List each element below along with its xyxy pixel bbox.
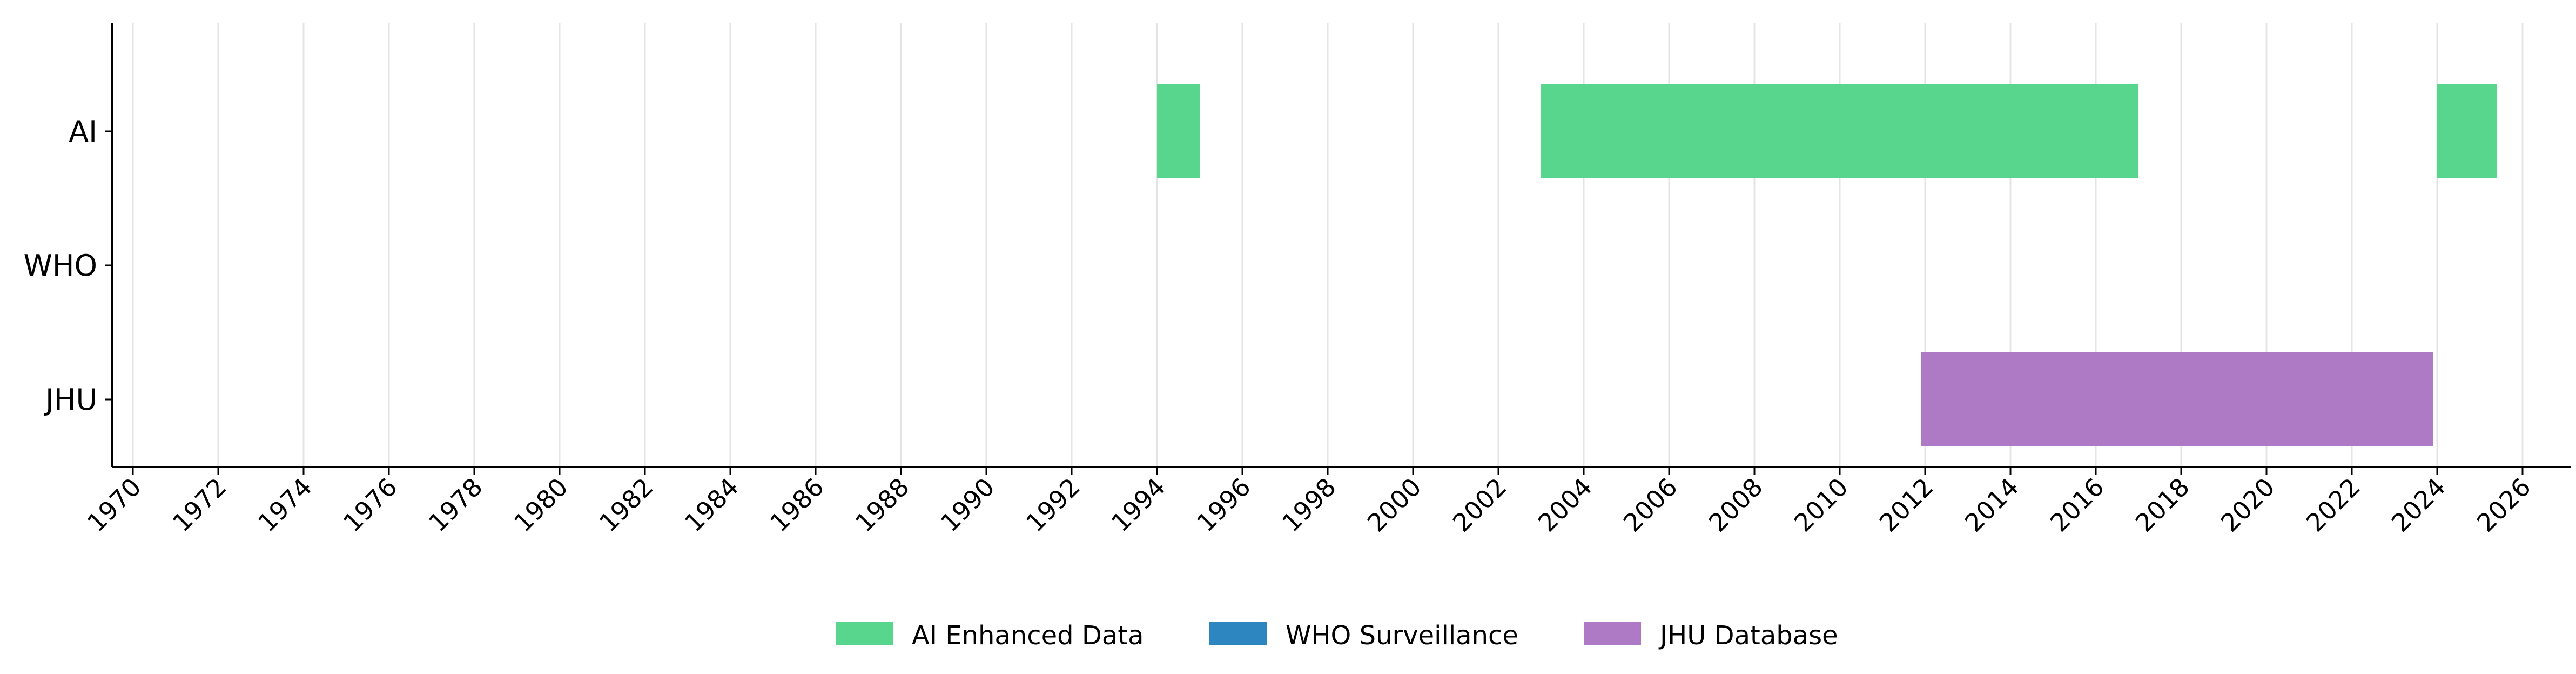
x-tick-label: 2022 [2301,472,2366,538]
x-tick-label: 2008 [1703,472,1768,538]
x-tick-label: 1988 [850,472,915,538]
x-tick-label: 1972 [167,472,232,538]
category-label: JHU [44,383,97,417]
bar-segment [1157,84,1200,178]
x-tick-label: 2010 [1788,472,1854,538]
x-tick-label: 1982 [594,472,659,538]
bar-segment [1921,352,2433,446]
bars [1157,84,2497,446]
x-tick-label: 1974 [252,472,318,538]
y-categories: AI WHO JHU [23,115,112,417]
x-tick-label: 2014 [1959,472,2025,538]
x-tick-label: 1986 [764,472,830,538]
x-tick-label: 1992 [1020,472,1086,538]
x-tick-label: 2004 [1532,472,1598,538]
legend-swatch [1209,622,1267,645]
x-tick-label: 2006 [1618,472,1683,538]
x-tick-label: 1970 [82,472,147,538]
x-tick-label: 1980 [508,472,574,538]
axes [111,23,2571,468]
bar-segment [1541,84,2138,178]
legend-swatch [836,622,893,645]
x-tick-label: 1990 [935,472,1000,538]
x-tick-label: 2000 [1362,472,1427,538]
x-tick-label: 2016 [2044,472,2110,538]
x-tick-label: 2024 [2386,472,2451,538]
legend-label: WHO Surveillance [1286,620,1518,651]
x-tick-label: 1976 [338,472,403,538]
bar-segment [2437,84,2497,178]
x-tick-label: 2018 [2130,472,2195,538]
legend-swatch [1584,622,1641,645]
x-tick-label: 2026 [2471,472,2537,538]
legend: AI Enhanced Data WHO Surveillance JHU Data… [836,620,1838,651]
x-tick-label: 1978 [423,472,488,538]
x-ticks: 1970 1972 1974 1976 1978 1980 1982 1984 1986 1988… [82,467,2537,538]
x-tick-label: 1994 [1106,472,1171,538]
x-tick-label: 2012 [1874,472,1939,538]
category-label: AI [69,115,97,149]
x-tick-label: 2002 [1447,472,1512,538]
legend-label: AI Enhanced Data [912,620,1144,651]
x-tick-label: 1984 [679,472,744,538]
category-label: WHO [23,249,97,283]
legend-label: JHU Database [1658,620,1838,651]
x-tick-label: 2020 [2215,472,2281,538]
x-tick-label: 1998 [1276,472,1342,538]
x-tick-label: 1996 [1191,472,1256,538]
